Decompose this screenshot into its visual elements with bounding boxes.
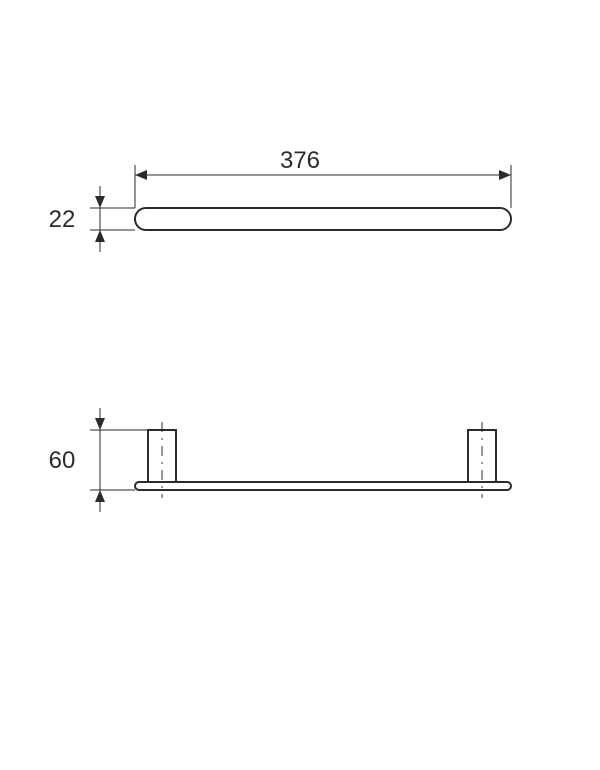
top-view: 376 22 (49, 147, 511, 252)
dim-height-22: 22 (49, 186, 135, 252)
front-bar (135, 482, 511, 490)
technical-drawing: 376 22 (0, 0, 600, 770)
dim-height-22-value: 22 (49, 206, 76, 233)
dim-height-60: 60 (49, 408, 148, 512)
dim-height-60-value: 60 (49, 447, 76, 474)
dim-width-376: 376 (135, 147, 511, 208)
top-view-part (135, 208, 511, 230)
dim-width-376-value: 376 (280, 147, 320, 174)
front-view: 60 (49, 408, 511, 512)
